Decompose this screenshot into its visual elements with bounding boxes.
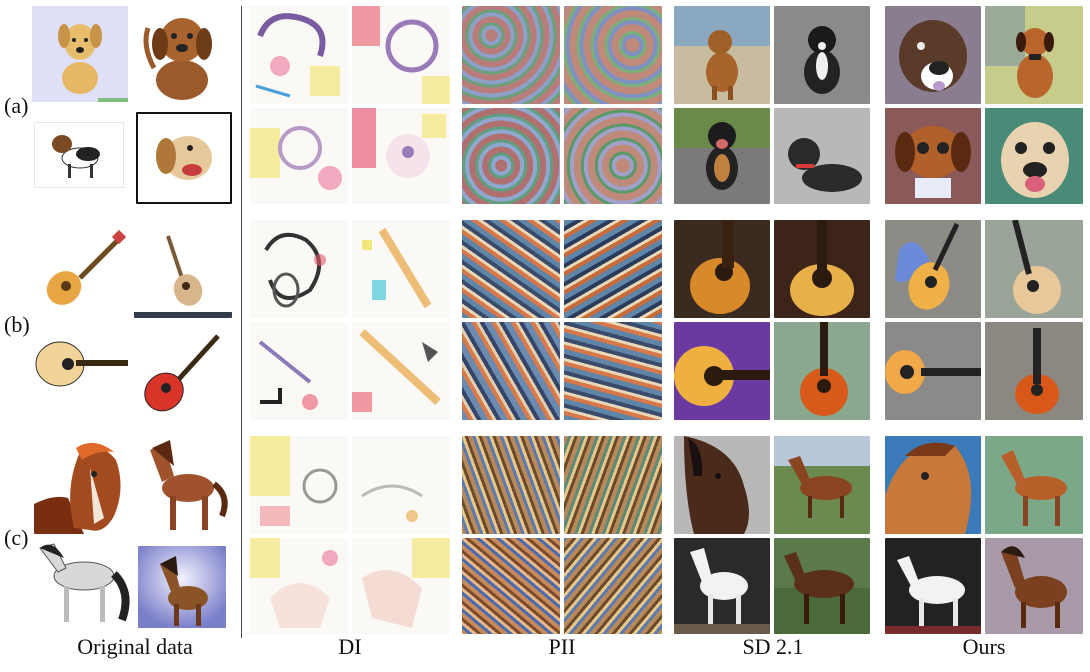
- di-dog-2: [352, 6, 450, 104]
- di-horse-1: [250, 436, 348, 534]
- col-label-sd21: SD 2.1: [742, 634, 804, 659]
- di-dog-3: [250, 108, 348, 204]
- original-guitar-1: [40, 228, 126, 312]
- pii-dog-3: [462, 108, 560, 204]
- sd-horse-2: [774, 436, 870, 534]
- sd-horse-3: [674, 538, 770, 634]
- pii-horse-2: [564, 436, 662, 534]
- ours-horse-3: [885, 538, 981, 634]
- sd-dog-3: [674, 108, 770, 204]
- ours-guitar-2: [985, 220, 1083, 318]
- ours-guitar-4: [985, 322, 1083, 420]
- di-guitar-2: [352, 220, 450, 318]
- di-horse-2: [352, 436, 450, 534]
- original-horse-2: [134, 436, 232, 536]
- di-horse-4: [352, 538, 450, 634]
- sd-horse-1: [674, 436, 770, 534]
- pii-horse-4: [564, 538, 662, 634]
- ours-horse-2: [985, 436, 1083, 534]
- col-label-ours: Ours: [962, 634, 1006, 659]
- col-label-original-data: Original data: [77, 634, 193, 659]
- original-dog-3: [34, 122, 124, 188]
- original-horse-1: [34, 438, 132, 534]
- ours-guitar-1: [885, 220, 981, 318]
- sd-horse-4: [774, 538, 870, 634]
- di-guitar-1: [250, 220, 348, 318]
- di-guitar-3: [250, 322, 348, 420]
- pii-guitar-3: [462, 322, 560, 420]
- row-label-a: (a): [4, 93, 29, 118]
- ours-dog-4: [985, 108, 1083, 204]
- sd-guitar-1: [674, 220, 770, 318]
- ours-dog-3: [885, 108, 981, 204]
- original-dog-4: [136, 112, 232, 204]
- ours-guitar-3: [885, 322, 981, 420]
- pii-guitar-4: [564, 322, 662, 420]
- di-dog-1: [250, 6, 348, 104]
- row-label-b: (b): [4, 312, 30, 337]
- column-divider: [241, 6, 242, 638]
- original-dog-1: [32, 6, 128, 102]
- ours-horse-4: [985, 538, 1083, 634]
- sd-dog-2: [774, 6, 870, 104]
- sd-dog-4: [774, 108, 870, 204]
- original-dog-2: [134, 6, 230, 102]
- di-dog-4: [352, 108, 450, 204]
- ours-horse-1: [885, 436, 981, 534]
- di-guitar-4: [352, 322, 450, 420]
- ours-dog-2: [985, 6, 1083, 104]
- pii-guitar-1: [462, 220, 560, 318]
- pii-horse-1: [462, 436, 560, 534]
- sd-guitar-2: [774, 220, 870, 318]
- sd-guitar-4: [774, 322, 870, 420]
- original-horse-3: [28, 542, 132, 626]
- row-label-c: (c): [4, 525, 29, 550]
- original-guitar-4: [138, 330, 228, 416]
- pii-dog-4: [564, 108, 662, 204]
- original-guitar-3: [32, 330, 130, 396]
- pii-dog-1: [462, 6, 560, 104]
- pii-guitar-2: [564, 220, 662, 318]
- pii-horse-3: [462, 538, 560, 634]
- ours-dog-1: [885, 6, 981, 104]
- pii-dog-2: [564, 6, 662, 104]
- col-label-di: DI: [338, 634, 362, 659]
- sd-guitar-3: [674, 322, 770, 420]
- sd-dog-1: [674, 6, 770, 104]
- di-horse-3: [250, 538, 348, 634]
- original-guitar-2: [134, 228, 232, 318]
- col-label-pii: PII: [548, 634, 576, 659]
- original-horse-4: [138, 546, 226, 628]
